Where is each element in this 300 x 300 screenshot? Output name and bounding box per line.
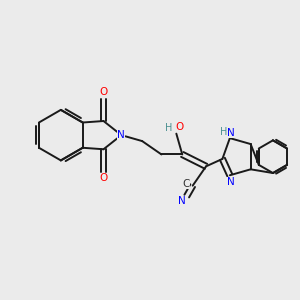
Text: O: O — [99, 173, 108, 183]
Text: O: O — [176, 122, 184, 132]
Text: N: N — [227, 128, 235, 138]
Text: H: H — [220, 127, 228, 136]
Text: N: N — [227, 177, 235, 187]
Text: N: N — [178, 196, 185, 206]
Text: H: H — [165, 123, 172, 133]
Text: C: C — [182, 179, 190, 189]
Text: O: O — [99, 87, 108, 97]
Text: N: N — [118, 130, 125, 140]
